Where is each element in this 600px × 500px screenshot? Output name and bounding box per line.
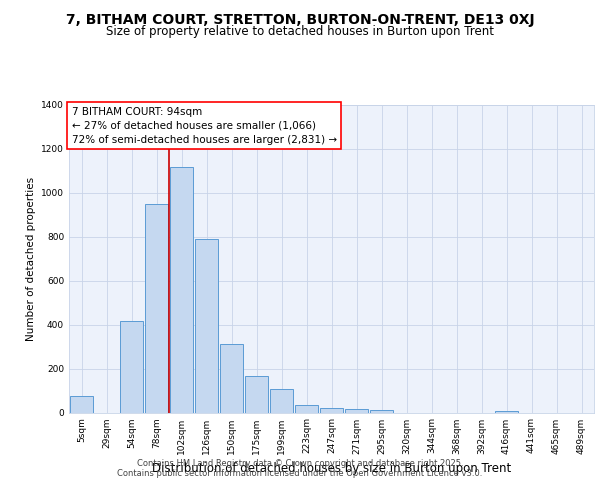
Bar [320,408,343,412]
Text: Contains public sector information licensed under the Open Government Licence v3: Contains public sector information licen… [118,470,482,478]
Bar [370,410,393,412]
Bar [345,409,368,412]
Bar [270,390,293,412]
Bar [170,166,193,412]
X-axis label: Distribution of detached houses by size in Burton upon Trent: Distribution of detached houses by size … [152,462,511,475]
Bar [145,204,168,412]
Bar [195,239,218,412]
Bar [295,405,318,412]
Bar [245,376,268,412]
Text: 7 BITHAM COURT: 94sqm
← 27% of detached houses are smaller (1,066)
72% of semi-d: 7 BITHAM COURT: 94sqm ← 27% of detached … [71,106,337,144]
Text: Size of property relative to detached houses in Burton upon Trent: Size of property relative to detached ho… [106,25,494,38]
Bar [70,396,93,412]
Bar [220,344,243,412]
Bar [120,322,143,412]
Text: 7, BITHAM COURT, STRETTON, BURTON-ON-TRENT, DE13 0XJ: 7, BITHAM COURT, STRETTON, BURTON-ON-TRE… [65,13,535,27]
Y-axis label: Number of detached properties: Number of detached properties [26,176,35,341]
Text: Contains HM Land Registry data © Crown copyright and database right 2025.: Contains HM Land Registry data © Crown c… [137,460,463,468]
